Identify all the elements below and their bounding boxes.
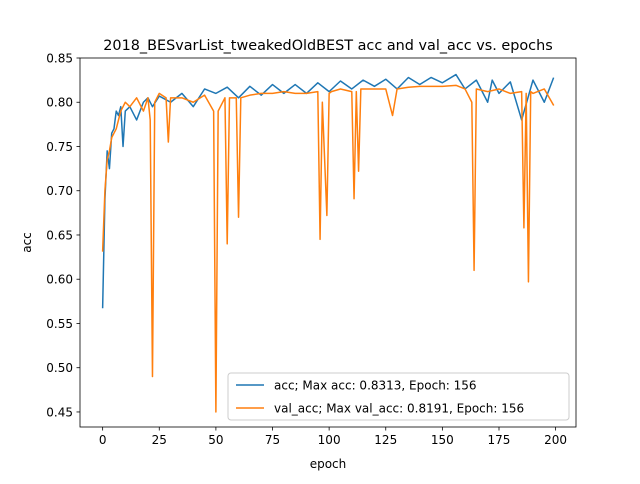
x-tick-label: 0 bbox=[99, 433, 107, 447]
y-axis-ticks: 0.45 0.50 0.55 0.60 0.65 0.70 0.75 0.80 0.85 bbox=[46, 51, 80, 419]
y-tick-label: 0.70 bbox=[46, 184, 73, 198]
y-tick-label: 0.85 bbox=[46, 51, 73, 65]
plot-area bbox=[79, 57, 577, 428]
x-tick-label: 125 bbox=[374, 433, 397, 447]
series-line-acc bbox=[101, 73, 555, 309]
y-tick-label: 0.45 bbox=[46, 405, 73, 419]
x-tick-label: 175 bbox=[488, 433, 511, 447]
legend: acc; Max acc: 0.8313, Epoch: 156 val_acc… bbox=[227, 372, 570, 421]
y-tick-label: 0.50 bbox=[46, 361, 73, 375]
chart-title: 2018_BESvarList_tweakedOldBEST acc and v… bbox=[103, 38, 552, 54]
y-axis-label: acc bbox=[20, 232, 34, 253]
series-layer bbox=[101, 73, 555, 413]
x-tick-label: 75 bbox=[265, 433, 280, 447]
y-tick-label: 0.60 bbox=[46, 273, 73, 287]
x-tick-label: 50 bbox=[208, 433, 223, 447]
y-tick-label: 0.55 bbox=[46, 317, 73, 331]
x-tick-label: 100 bbox=[318, 433, 341, 447]
y-tick-label: 0.75 bbox=[46, 140, 73, 154]
legend-box bbox=[227, 372, 570, 421]
x-axis-ticks: 0 25 50 75 100 125 150 175 200 bbox=[99, 427, 567, 447]
y-tick-label: 0.65 bbox=[46, 228, 73, 242]
axes-frame bbox=[79, 57, 577, 428]
y-tick-label: 0.80 bbox=[46, 96, 73, 110]
x-tick-label: 200 bbox=[544, 433, 567, 447]
legend-label-acc: acc; Max acc: 0.8313, Epoch: 156 bbox=[274, 379, 477, 393]
x-axis-label: epoch bbox=[310, 457, 347, 471]
legend-label-val-acc: val_acc; Max val_acc: 0.8191, Epoch: 156 bbox=[274, 402, 524, 416]
x-tick-label: 25 bbox=[152, 433, 167, 447]
series-line-val-acc bbox=[101, 84, 555, 413]
x-tick-label: 150 bbox=[431, 433, 454, 447]
